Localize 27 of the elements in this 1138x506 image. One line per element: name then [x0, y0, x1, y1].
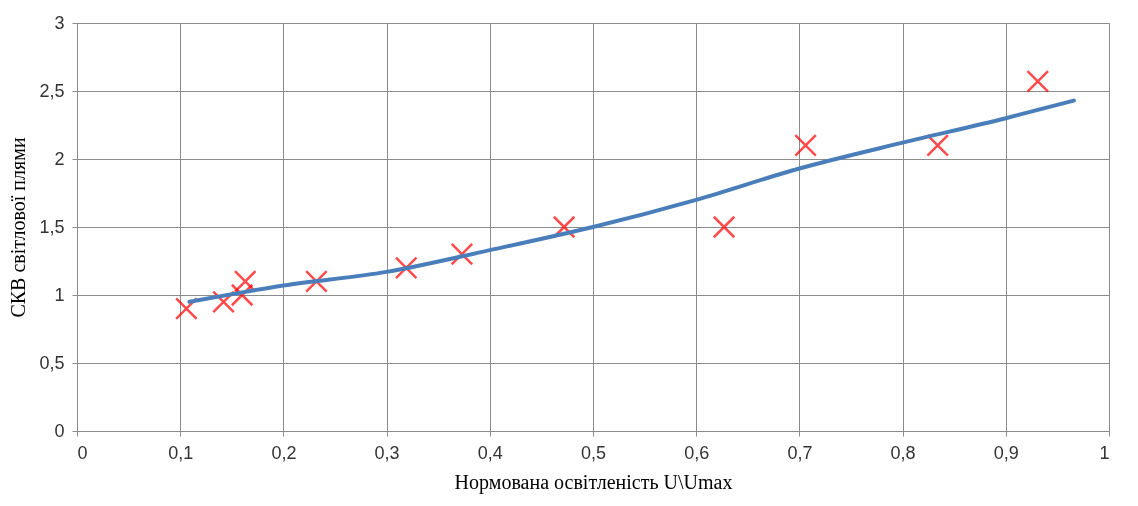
y-tick-label: 3	[54, 12, 65, 33]
y-tick-label: 2,5	[39, 80, 65, 101]
y-tick-label: 1	[54, 284, 65, 305]
line-series	[187, 98, 1076, 304]
x-tick-label: 0,2	[271, 442, 297, 463]
point	[712, 215, 736, 239]
point	[174, 297, 198, 321]
x-tick-label: 0,3	[374, 442, 400, 463]
x-tick-label: 0,5	[580, 442, 607, 463]
x-tick-label: 0,8	[890, 442, 916, 463]
point	[1026, 69, 1050, 93]
point	[794, 133, 818, 157]
y-axis-title: СКВ світлової плями	[7, 137, 30, 318]
x-axis-title: Нормована освітленість U\Umax	[454, 470, 733, 494]
y-tick-label: 1,5	[39, 216, 65, 237]
y-tick-label: 0,5	[39, 352, 65, 373]
x-tick-label: 0,9	[993, 442, 1019, 463]
y-tick-label: 0	[54, 420, 65, 441]
x-tick-label: 0,6	[684, 442, 710, 463]
x-tick-label: 0,1	[168, 442, 194, 463]
point	[926, 133, 950, 157]
x-tick-label: 1	[1099, 442, 1110, 463]
x-tick-label: 0	[77, 442, 88, 463]
x-tick-label: 0,7	[787, 442, 813, 463]
x-tick-label: 0,4	[477, 442, 503, 463]
point	[233, 269, 257, 293]
y-tick-label: 2	[54, 148, 65, 169]
